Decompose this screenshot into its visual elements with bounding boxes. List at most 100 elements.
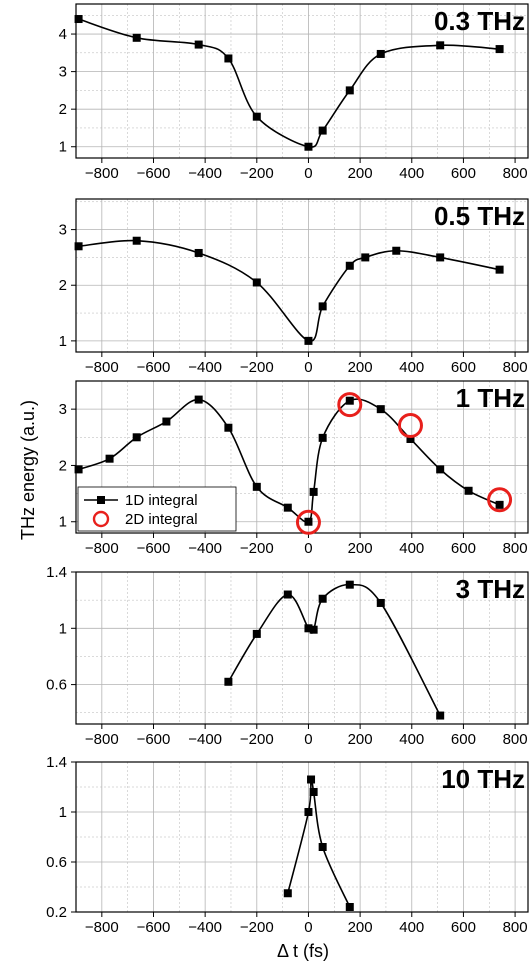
panel-title: 0.3 THz	[434, 6, 525, 36]
x-tick-label: 200	[348, 919, 373, 936]
data-marker	[345, 261, 354, 270]
data-marker	[224, 54, 233, 63]
x-tick-label: 600	[451, 919, 476, 936]
x-tick-label: −800	[85, 731, 119, 748]
x-tick-label: 400	[399, 359, 424, 376]
legend-label-2d: 2D integral	[125, 511, 198, 528]
x-tick-label: 400	[399, 919, 424, 936]
data-circle	[487, 487, 513, 513]
data-marker	[194, 248, 203, 257]
x-tick-label: −600	[137, 731, 171, 748]
y-tick-label: 1	[59, 333, 67, 350]
y-tick-label: 4	[59, 26, 67, 43]
x-tick-label: −200	[240, 359, 274, 376]
panel-title: 1 THz	[456, 383, 525, 413]
y-tick-label: 1	[59, 620, 67, 637]
plot-frame	[75, 761, 529, 913]
x-tick-label: −600	[137, 919, 171, 936]
data-marker	[318, 594, 327, 603]
x-tick-label: 800	[503, 165, 528, 182]
data-marker	[132, 236, 141, 245]
data-circle	[295, 509, 321, 535]
x-tick-label: −600	[137, 540, 171, 557]
panel-2: −800 −600 −400 −200 0 200 400 600 800 1 2 3 0.5 THz	[59, 198, 529, 376]
data-marker	[345, 903, 354, 911]
x-tick-label: 0	[304, 919, 312, 936]
data-marker	[162, 417, 171, 426]
data-marker	[194, 395, 203, 404]
y-tick-label: 2	[59, 457, 67, 474]
data-marker	[105, 454, 114, 463]
x-tick-label: −800	[85, 165, 119, 182]
x-tick-label: 800	[503, 919, 528, 936]
data-marker	[132, 33, 141, 42]
data-marker	[307, 775, 316, 784]
data-marker	[309, 625, 318, 634]
y-tick-label: 1	[59, 804, 67, 821]
y-tick-label: 1	[59, 514, 67, 531]
y-tick-label: 2	[59, 277, 67, 294]
legend-square-symbol	[97, 496, 105, 504]
data-marker	[309, 788, 318, 796]
x-tick-label: 200	[348, 359, 373, 376]
plot-frame	[75, 571, 529, 725]
x-tick-label: −800	[85, 540, 119, 557]
data-marker	[345, 396, 354, 405]
y-tick-label: 0.6	[46, 677, 67, 694]
series-line	[287, 777, 351, 908]
plot-frame	[75, 198, 529, 353]
legend-label-1d: 1D integral	[125, 492, 198, 509]
data-marker	[283, 503, 292, 512]
data-marker	[304, 808, 313, 816]
panel-3: −800 −600 −400 −200 0 200 400 600 800 1 2 3 1 THz 1D …	[59, 380, 529, 557]
data-marker	[436, 253, 445, 262]
data-marker	[304, 336, 313, 345]
data-marker	[318, 843, 327, 851]
data-marker	[132, 433, 141, 442]
data-marker	[252, 278, 261, 287]
data-marker	[495, 500, 504, 509]
data-marker	[318, 433, 327, 442]
data-marker	[436, 465, 445, 474]
data-marker	[345, 86, 354, 95]
x-tick-label: 0	[304, 731, 312, 748]
y-tick-label: 3	[59, 64, 67, 81]
y-tick-label: 1.4	[46, 564, 67, 581]
data-marker	[436, 711, 445, 720]
panel-1: −800 −600 −400 −200 0 200 400 600 800 1 2 3 4 0.3 THz	[59, 3, 529, 182]
x-axis-label: Δ t (fs)	[277, 941, 329, 961]
x-tick-label: −200	[240, 731, 274, 748]
panel-title: 10 THz	[441, 764, 525, 794]
data-circle	[397, 412, 423, 438]
x-tick-label: 200	[348, 731, 373, 748]
panel-title: 3 THz	[456, 574, 525, 604]
x-tick-label: 400	[399, 731, 424, 748]
data-marker	[406, 434, 415, 443]
legend: 1D integral 2D integral	[77, 486, 237, 532]
data-marker	[361, 253, 370, 262]
data-marker	[224, 677, 233, 686]
x-tick-label: 0	[304, 359, 312, 376]
data-marker	[345, 580, 354, 589]
data-marker	[495, 265, 504, 274]
x-tick-label: 400	[399, 165, 424, 182]
data-marker	[304, 142, 313, 151]
data-marker	[74, 242, 83, 251]
x-tick-label: 600	[451, 359, 476, 376]
plot-frame	[75, 3, 529, 159]
x-tick-label: −400	[188, 165, 222, 182]
y-tick-label: 0.2	[46, 904, 67, 921]
legend-circle-symbol	[92, 510, 110, 528]
x-tick-label: 0	[304, 540, 312, 557]
data-marker	[495, 45, 504, 54]
data-marker	[252, 629, 261, 638]
x-tick-label: 800	[503, 540, 528, 557]
y-tick-label: 3	[59, 222, 67, 239]
y-tick-label: 3	[59, 401, 67, 418]
y-tick-label: 2	[59, 101, 67, 118]
data-marker	[392, 246, 401, 255]
x-tick-label: −600	[137, 359, 171, 376]
x-tick-label: 800	[503, 731, 528, 748]
x-tick-label: −200	[240, 165, 274, 182]
